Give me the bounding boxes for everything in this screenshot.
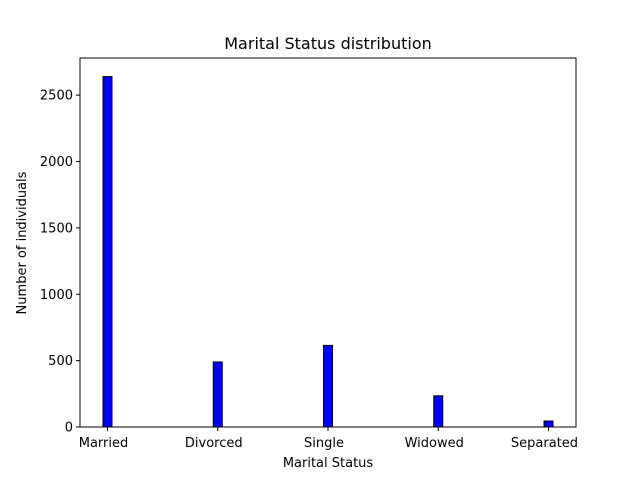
y-tick-label: 2500 [40, 89, 73, 104]
bar-separated [543, 420, 554, 428]
bar-divorced [212, 361, 223, 428]
y-tick-label: 1500 [40, 221, 73, 236]
bar-single [323, 344, 333, 428]
bar-widowed [433, 395, 444, 428]
x-tick-label: Single [304, 436, 344, 451]
x-ticks-group: Married Divorced Single Widowed Separated [79, 427, 578, 451]
y-axis-label: Number of individuals [15, 171, 30, 314]
bars-group [102, 76, 554, 428]
x-tick-label: Separated [511, 436, 578, 451]
x-tick-label: Divorced [185, 436, 243, 451]
y-tick-label: 2000 [40, 155, 73, 170]
y-tick-label: 1000 [40, 288, 73, 303]
x-tick-label: Widowed [405, 436, 464, 451]
x-axis-label: Marital Status [283, 456, 374, 471]
y-tick-label: 0 [65, 421, 73, 436]
y-tick-label: 500 [48, 354, 73, 369]
chart-title: Marital Status distribution [224, 34, 432, 53]
bar-married [102, 76, 113, 428]
y-ticks-group: 0 500 1000 1500 2000 2500 [40, 89, 80, 436]
plot-frame [79, 57, 577, 428]
x-tick-label: Married [79, 436, 129, 451]
